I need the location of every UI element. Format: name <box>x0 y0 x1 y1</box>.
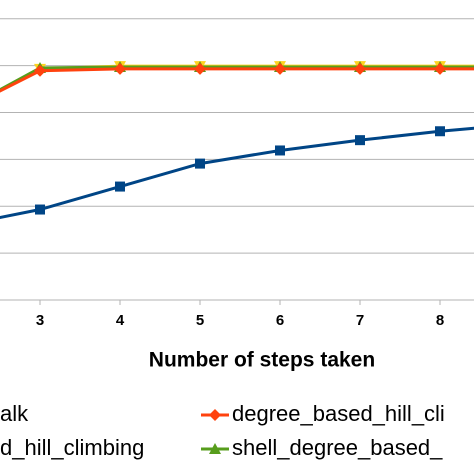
point <box>34 64 46 77</box>
point <box>434 62 446 75</box>
point <box>354 62 366 75</box>
point <box>194 62 206 75</box>
legend-label: alk <box>0 401 29 426</box>
point <box>115 181 125 192</box>
point <box>114 62 126 75</box>
point <box>435 126 445 137</box>
series-line <box>0 67 474 93</box>
point <box>35 204 45 215</box>
x-axis-title: Number of steps taken <box>149 349 375 372</box>
point <box>274 62 286 75</box>
series-line <box>0 126 474 220</box>
legend-label: shell_degree_based_ <box>232 435 443 460</box>
legend-label: d_hill_climbing <box>0 435 144 460</box>
x-tick-label: 5 <box>196 312 204 329</box>
series-line <box>0 65 474 92</box>
x-tick-label: 7 <box>356 312 364 329</box>
point <box>275 145 285 156</box>
legend-label: degree_based_hill_cli <box>232 401 445 426</box>
x-tick-label: 6 <box>276 312 284 329</box>
legend-marker <box>209 409 221 421</box>
point <box>355 135 365 146</box>
point <box>195 158 205 169</box>
series-line <box>0 64 474 93</box>
x-tick-label: 4 <box>116 312 125 329</box>
x-tick-label: 8 <box>436 312 444 329</box>
x-tick-label: 3 <box>36 312 44 329</box>
legend-marker <box>209 443 221 454</box>
